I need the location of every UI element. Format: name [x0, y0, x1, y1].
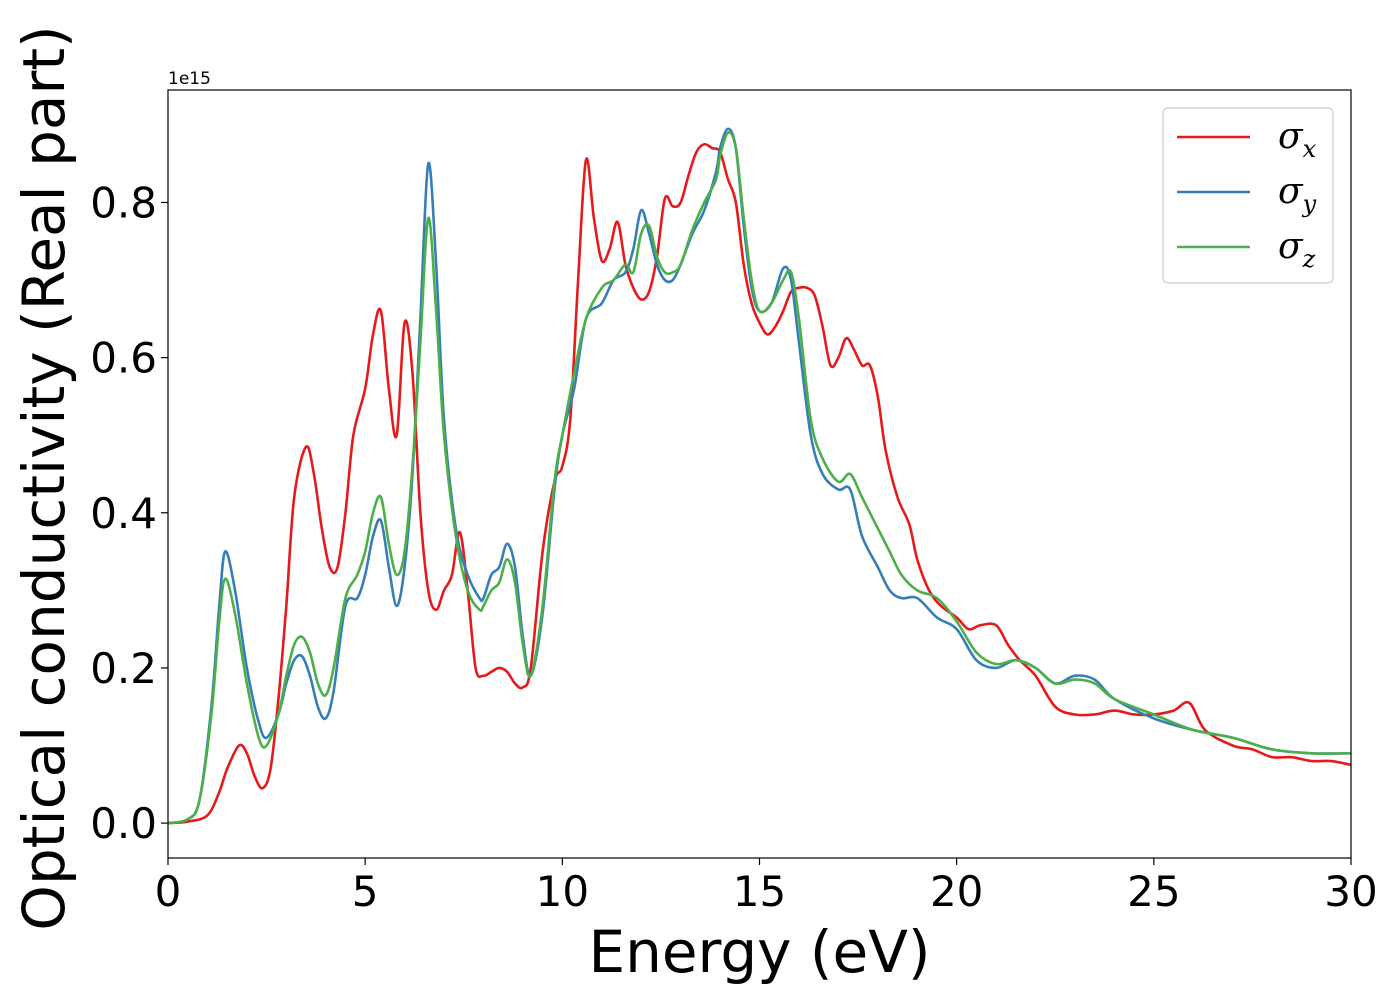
- legend-symbol: σ: [1278, 116, 1304, 157]
- x-tick-label: 25: [1127, 867, 1180, 916]
- legend-label-y: σy: [1278, 171, 1317, 218]
- plot-background: [168, 90, 1351, 858]
- x-tick-label: 5: [352, 867, 379, 916]
- series-layer: [168, 127, 1351, 825]
- y-tick-label: 0.0: [90, 799, 157, 848]
- legend-label-x: σx: [1278, 116, 1317, 163]
- y-tick-label: 0.4: [90, 489, 157, 538]
- x-tick-label: 30: [1324, 867, 1377, 916]
- y-tick-label: 0.8: [90, 178, 157, 227]
- x-tick-label: 10: [536, 867, 589, 916]
- legend-symbol: σ: [1278, 226, 1304, 267]
- y-tick-label: 0.2: [90, 644, 157, 693]
- x-tick-label: 20: [930, 867, 983, 916]
- legend-symbol: σ: [1278, 171, 1304, 212]
- legend-subscript: x: [1303, 135, 1317, 163]
- y-axis-ticks: 0.0 0.2 0.4 0.6 0.8: [90, 178, 168, 848]
- legend-label-z: σz: [1278, 226, 1316, 273]
- x-tick-label: 15: [733, 867, 786, 916]
- x-axis-ticks: 0 5 10 15 20 25 30: [155, 858, 1378, 916]
- x-axis-label: Energy (eV): [588, 918, 930, 986]
- legend-subscript: z: [1302, 245, 1316, 273]
- legend-frame: [1162, 107, 1334, 284]
- series-line-x: [168, 142, 1351, 825]
- y-tick-label: 0.6: [90, 334, 157, 383]
- x-tick-label: 0: [155, 867, 182, 916]
- series-line-z: [168, 131, 1351, 825]
- y-axis-label: Optical conductivity (Real part): [10, 25, 78, 930]
- y-offset-label: 1e15: [168, 69, 211, 89]
- legend-subscript: y: [1302, 190, 1317, 218]
